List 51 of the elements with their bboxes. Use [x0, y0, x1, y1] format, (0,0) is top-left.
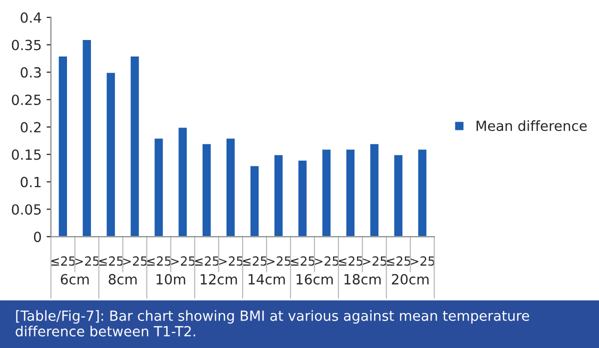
- x-tick-label: ≤25: [146, 256, 171, 266]
- x-tick-label: >25: [410, 256, 434, 266]
- bar: [201, 142, 212, 237]
- x-tick-label: >25: [266, 256, 291, 266]
- bar: [392, 154, 404, 237]
- x-tick-label: ≤25: [51, 256, 75, 266]
- text: 18cm: [344, 274, 381, 285]
- x-tick-label: >25: [314, 256, 339, 266]
- bar: [297, 159, 308, 237]
- x-tick-label: ≤25: [194, 256, 219, 266]
- text: 16cm: [296, 274, 333, 285]
- y-tick-label: 0.05: [12, 204, 41, 215]
- text: 10m: [156, 274, 186, 285]
- y-tick-label: 0.4: [20, 12, 42, 23]
- bar: [344, 148, 356, 237]
- x-tick-label: >25: [122, 256, 147, 266]
- bar: [225, 137, 236, 237]
- bar: [57, 55, 68, 237]
- y-tick-label: 0.1: [20, 176, 41, 188]
- y-tick-label: 0.35: [12, 40, 41, 50]
- bar: [153, 137, 164, 237]
- x-tick-label: >25: [170, 256, 195, 266]
- bar: [273, 154, 284, 237]
- bar: [320, 148, 332, 237]
- y-tick-label: 0.25: [12, 94, 41, 106]
- bar: [129, 55, 140, 237]
- text: 6cm: [60, 274, 89, 285]
- x-tick-label: ≤25: [290, 256, 315, 266]
- text: [Table/Fig-7]: Bar chart showing BMI at various against mean temperature difference between T1-T2.: [16, 310, 530, 336]
- x-tick-label: ≤25: [338, 256, 363, 266]
- text: 14cm: [248, 274, 285, 285]
- x-tick-label: ≤25: [98, 256, 123, 266]
- bar: [177, 126, 188, 237]
- bar: [81, 38, 92, 237]
- bar: [105, 72, 116, 237]
- x-tick-label: ≤25: [242, 256, 267, 266]
- x-tick-label: ≤25: [386, 256, 410, 266]
- x-tick-label: >25: [74, 256, 99, 266]
- x-tick-label: >25: [218, 256, 243, 266]
- bar: [368, 142, 380, 237]
- bar: [249, 164, 260, 237]
- text: 20cm: [392, 274, 429, 285]
- y-tick-label: 0.2: [20, 122, 40, 132]
- text: 12cm: [200, 274, 237, 285]
- y-tick-label: 0.15: [12, 149, 41, 160]
- bar: [416, 148, 428, 237]
- x-tick-label: >25: [362, 256, 386, 266]
- y-tick-label: 0: [34, 232, 41, 242]
- y-tick-label: 0.3: [20, 67, 41, 78]
- text: 8cm: [108, 274, 137, 285]
- legend-label: Mean difference: [476, 120, 587, 132]
